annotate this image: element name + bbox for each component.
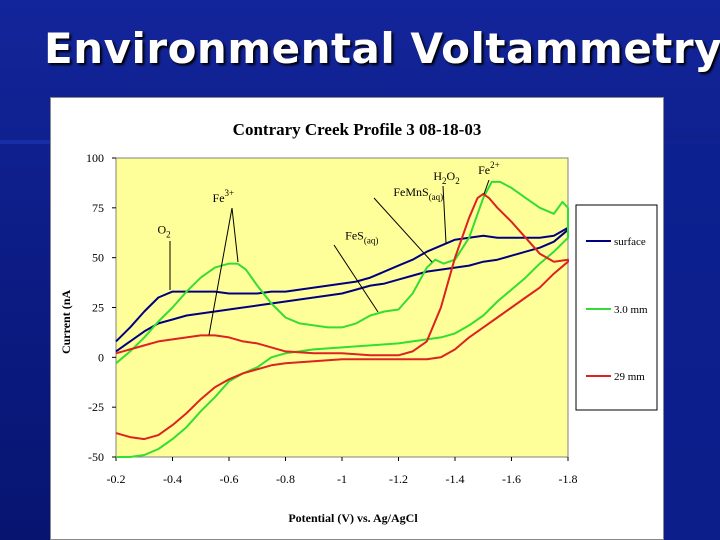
y-tick-label: -25 xyxy=(88,400,104,414)
y-tick-label: 0 xyxy=(98,350,104,364)
x-tick-label: -1.4 xyxy=(446,472,465,486)
y-axis-label: Current (nA xyxy=(59,290,73,354)
series-line-2 xyxy=(115,192,569,441)
annotation-leader xyxy=(333,244,379,313)
annotation-subscript: (aq) xyxy=(429,192,444,202)
annotation-label: H2O2 xyxy=(433,169,459,186)
series-line-1 xyxy=(115,180,569,458)
x-tick-label: -1 xyxy=(337,472,347,486)
x-tick-label: -1.2 xyxy=(389,472,408,486)
annotation-superscript: 2+ xyxy=(490,160,500,170)
y-tick-label: 75 xyxy=(92,201,104,215)
x-tick-label: -1.8 xyxy=(559,472,578,486)
annotation-leader xyxy=(231,207,239,263)
annotation-base: Fe xyxy=(213,191,225,205)
legend-entry: surface xyxy=(614,236,646,248)
annotation-base: O xyxy=(447,169,456,183)
annotation-base: FeMnS xyxy=(393,185,428,199)
chart-title: Contrary Creek Profile 3 08-18-03 xyxy=(233,120,482,139)
annotation-base: H xyxy=(433,169,442,183)
y-tick-label: 50 xyxy=(92,251,104,265)
annotation-subscript: 2 xyxy=(455,176,460,186)
annotation-subscript: (aq) xyxy=(364,236,379,246)
legend-items: surface 3.0 mm 29 mm xyxy=(586,236,648,383)
x-tick-label: -0.8 xyxy=(276,472,295,486)
x-tick-label: -1.6 xyxy=(502,472,521,486)
x-tick-label: -0.6 xyxy=(220,472,239,486)
series-lines xyxy=(115,180,569,458)
annotation-leaders xyxy=(169,179,490,336)
x-tick-label: -0.2 xyxy=(107,472,126,486)
annotation-leader xyxy=(483,179,490,195)
annotation-leader xyxy=(373,197,433,263)
slide-title: Environmental Voltammetry xyxy=(44,24,720,73)
y-tick-label: 100 xyxy=(86,151,104,165)
annotation-base: FeS xyxy=(345,229,364,243)
legend-entry: 3.0 mm xyxy=(614,304,648,316)
y-tick-label: -50 xyxy=(88,450,104,464)
annotation-label: FeS(aq) xyxy=(345,229,378,246)
annotation-base: O xyxy=(157,223,166,237)
annotation-label: Fe2+ xyxy=(478,160,500,177)
plot-area xyxy=(115,157,569,458)
annotation-subscript: 2 xyxy=(166,230,171,240)
annotation-superscript: 3+ xyxy=(225,188,235,198)
axis-ticks: -0.2 -0.4 -0.6 -0.8 -1 -1.2 -1.4 -1.6 -1.8 100 75 5… xyxy=(86,151,578,486)
annotation-label: FeMnS(aq) xyxy=(393,185,443,202)
annotation-leader xyxy=(208,207,233,336)
annotation-leader xyxy=(442,185,447,244)
annotation-base: Fe xyxy=(478,163,490,177)
x-axis-label: Potential (V) vs. Ag/AgCl xyxy=(288,511,418,525)
legend-entry: 29 mm xyxy=(614,371,645,383)
annotation-subscript: 2 xyxy=(442,176,447,186)
annotation-label: O2 xyxy=(157,223,170,240)
y-tick-label: 25 xyxy=(92,301,104,315)
x-tick-label: -0.4 xyxy=(163,472,182,486)
annotation-label: Fe3+ xyxy=(213,188,235,205)
